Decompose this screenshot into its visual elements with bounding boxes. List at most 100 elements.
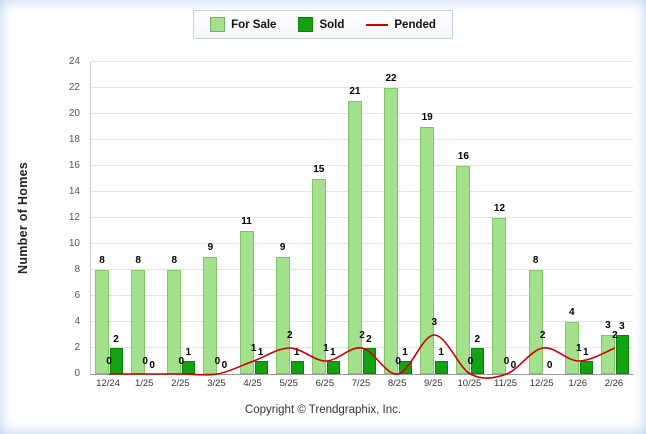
sold-value-label: 3 bbox=[619, 321, 625, 332]
y-axis-ticks: 0 2 4 6 8 10 12 14 16 18 20 22 24 bbox=[56, 57, 84, 379]
x-tick-label: 12/25 bbox=[529, 378, 554, 389]
legend-item-sold: Sold bbox=[298, 17, 344, 32]
legend-item-pended: Pended bbox=[366, 19, 436, 31]
x-tick-label: 1/25 bbox=[134, 378, 154, 389]
gridline bbox=[91, 295, 633, 296]
x-tick-label: 10/25 bbox=[457, 378, 482, 389]
for-sale-value-label: 9 bbox=[279, 242, 286, 253]
pended-value-label: 0 bbox=[106, 356, 112, 367]
for-sale-value-label: 8 bbox=[171, 255, 178, 266]
pended-value-label: 2 bbox=[612, 330, 618, 341]
x-tick-label: 9/25 bbox=[424, 378, 443, 389]
for-sale-value-label: 8 bbox=[99, 255, 105, 266]
sold-bar bbox=[254, 361, 268, 374]
y-tick-label: 10 bbox=[68, 238, 80, 249]
legend-label-for-sale: For Sale bbox=[231, 18, 277, 31]
sold-value-label: 1 bbox=[438, 347, 444, 358]
x-axis-ticks: 12/24 1/25 2/25 3/25 4/25 5/25 6/25 7/25 8/25 9/2… bbox=[90, 379, 632, 395]
y-tick-label: 22 bbox=[68, 82, 80, 93]
x-tick-label: 4/25 bbox=[243, 378, 262, 389]
pended-line-path bbox=[109, 334, 616, 379]
y-tick-label: 20 bbox=[68, 108, 80, 119]
x-tick-label: 2/26 bbox=[604, 378, 624, 389]
for-sale-bar bbox=[492, 218, 507, 374]
sold-bar bbox=[326, 361, 340, 374]
y-tick-label: 12 bbox=[68, 212, 80, 223]
x-tick-label: 8/25 bbox=[387, 378, 407, 389]
sold-value-label: 1 bbox=[257, 347, 264, 358]
for-sale-bar bbox=[420, 127, 435, 374]
for-sale-value-label: 3 bbox=[605, 320, 611, 331]
sold-bar bbox=[615, 335, 629, 374]
for-sale-bar bbox=[456, 166, 471, 374]
x-tick-label: 12/24 bbox=[96, 378, 120, 389]
for-sale-value-label: 12 bbox=[493, 203, 506, 214]
for-sale-value-label: 8 bbox=[135, 255, 141, 266]
y-tick-label: 16 bbox=[68, 160, 80, 171]
y-tick-label: 2 bbox=[74, 342, 80, 353]
pended-value-label: 0 bbox=[214, 356, 221, 367]
gridline bbox=[91, 191, 633, 192]
for-sale-value-label: 8 bbox=[532, 255, 539, 266]
pended-value-label: 0 bbox=[395, 356, 401, 367]
gridline bbox=[91, 87, 633, 88]
copyright: Copyright © Trendgraphix, Inc. bbox=[244, 404, 402, 416]
for-sale-bar bbox=[95, 270, 109, 374]
for-sale-value-label: 15 bbox=[313, 164, 325, 175]
sold-value-label: 0 bbox=[510, 360, 517, 371]
for-sale-bar bbox=[347, 101, 362, 374]
sold-value-label: 0 bbox=[149, 360, 155, 371]
y-tick-label: 4 bbox=[74, 316, 80, 327]
x-tick-label: 11/25 bbox=[493, 378, 518, 389]
sold-value-label: 0 bbox=[221, 360, 228, 371]
sold-value-label: 0 bbox=[546, 360, 553, 371]
pended-value-label: 2 bbox=[286, 330, 293, 341]
x-tick-label: 5/25 bbox=[279, 378, 298, 389]
gridline bbox=[91, 61, 633, 62]
for-sale-value-label: 21 bbox=[349, 86, 361, 97]
gridline bbox=[91, 139, 633, 140]
y-tick-label: 24 bbox=[68, 56, 80, 67]
pended-value-label: 0 bbox=[142, 356, 148, 367]
for-sale-bar bbox=[275, 257, 290, 374]
y-tick-label: 6 bbox=[74, 290, 80, 301]
for-sale-value-label: 16 bbox=[457, 151, 469, 162]
gridline bbox=[91, 217, 633, 218]
x-tick-label: 2/25 bbox=[171, 378, 190, 389]
gridline bbox=[91, 269, 633, 270]
for-sale-value-label: 19 bbox=[421, 112, 433, 123]
pended-value-label: 2 bbox=[539, 330, 546, 341]
sold-value-label: 2 bbox=[113, 334, 119, 345]
gridline bbox=[91, 165, 633, 166]
legend-label-pended: Pended bbox=[394, 18, 436, 31]
sold-bar bbox=[435, 361, 449, 374]
for-sale-bar bbox=[311, 179, 326, 374]
sold-value-label: 1 bbox=[185, 347, 192, 358]
y-tick-label: 18 bbox=[68, 134, 80, 145]
sold-bar bbox=[579, 361, 593, 374]
gridline bbox=[91, 113, 633, 114]
sold-value-label: 1 bbox=[293, 347, 300, 358]
y-tick-label: 8 bbox=[74, 264, 80, 275]
pended-line-icon bbox=[366, 23, 389, 26]
pended-value-label: 1 bbox=[250, 343, 257, 354]
for-sale-bar bbox=[239, 231, 254, 374]
pended-value-label: 0 bbox=[467, 356, 474, 367]
sold-value-label: 2 bbox=[474, 334, 481, 345]
for-sale-value-label: 9 bbox=[207, 242, 214, 253]
pended-value-label: 3 bbox=[431, 317, 438, 328]
pended-value-label: 2 bbox=[359, 330, 365, 341]
y-tick-label: 0 bbox=[74, 368, 80, 379]
x-tick-label: 6/25 bbox=[315, 378, 335, 389]
sold-value-label: 1 bbox=[330, 347, 336, 358]
for-sale-value-label: 4 bbox=[568, 307, 575, 318]
gridline bbox=[91, 321, 633, 322]
for-sale-bar bbox=[384, 88, 399, 374]
for-sale-value-label: 11 bbox=[241, 216, 252, 227]
pended-value-label: 1 bbox=[323, 343, 329, 354]
sold-swatch-icon bbox=[298, 17, 314, 32]
sold-value-label: 1 bbox=[402, 347, 408, 358]
pended-value-label: 1 bbox=[576, 343, 582, 354]
plot-area: 8 2 0 8 0 0 8 1 0 9 0 0 11 1 1 9 1 2 15 1 1 21 2 2 22 1 0 19 1 3 16 2 0 1… bbox=[90, 61, 633, 379]
pended-value-label: 0 bbox=[503, 356, 510, 367]
